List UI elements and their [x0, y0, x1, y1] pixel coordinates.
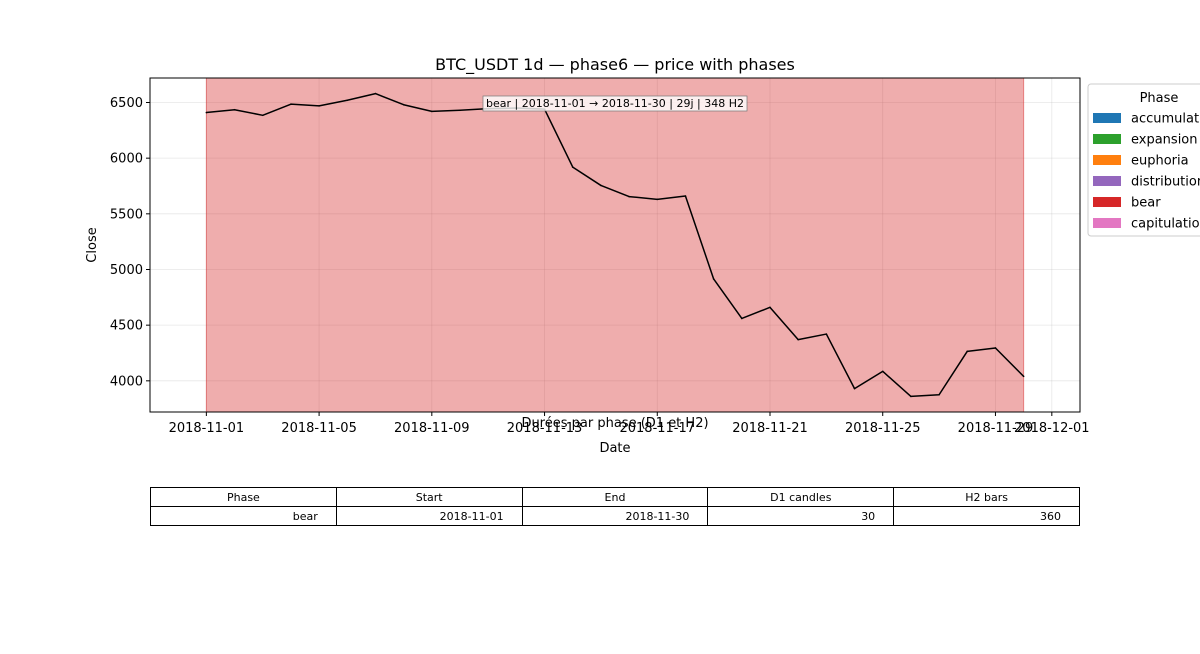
y-tick-label: 6500	[110, 96, 143, 111]
price-point	[290, 103, 292, 105]
phase-legend: Phase accumulation expansion euphoria distr…	[1087, 83, 1200, 237]
table-cell: 360	[893, 506, 1080, 526]
x-tick-label: 2018-12-01	[1014, 421, 1090, 436]
x-axis-ticks: 2018-11-01 2018-11-05 2018-11-09 2018-11-13…	[169, 412, 1090, 436]
y-tick-label: 5500	[110, 207, 143, 222]
y-axis-ticks: 4000 4500 5000 5500 6000 6500	[110, 96, 150, 389]
legend-label-euphoria: euphoria	[1131, 154, 1189, 169]
plot-frame	[149, 77, 1081, 413]
y-tick-label: 5000	[110, 263, 143, 278]
x-tick-label: 2018-11-29	[958, 421, 1034, 436]
table-header-cell: D1 candles	[707, 487, 895, 507]
legend-swatch-distribution	[1093, 176, 1121, 186]
table-header-cell: Start	[335, 487, 523, 507]
phase-annotation-label: bear | 2018-11-01 → 2018-11-30 | 29j | 3…	[486, 97, 744, 110]
table-cell: 2018-11-01	[335, 506, 523, 526]
x-tick-label: 2018-11-25	[845, 421, 921, 436]
legend-label-bear: bear	[1131, 196, 1161, 211]
price-point	[712, 278, 715, 280]
table-cell: 30	[707, 506, 895, 526]
price-point	[402, 103, 405, 106]
price-point	[769, 306, 771, 309]
table-header-cell: H2 bars	[893, 487, 1080, 507]
price-point	[628, 195, 630, 198]
price-point	[966, 350, 969, 353]
table-header-row: Phase Start End D1 candles H2 bars	[150, 487, 1080, 507]
table-cell: bear	[150, 506, 337, 526]
phase-spans	[205, 77, 1025, 413]
table-header-cell: End	[521, 487, 709, 507]
table-row: bear 2018-11-01 2018-11-30 30 360	[150, 506, 1080, 526]
price-point	[656, 198, 659, 201]
table-title: Durées par phase (D1 et H2)	[521, 416, 708, 431]
price-point	[994, 347, 997, 349]
price-point	[233, 108, 236, 111]
price-point	[881, 370, 884, 373]
legend-label-accumulation: accumulation	[1131, 112, 1200, 127]
price-point	[825, 333, 828, 335]
price-point	[374, 92, 377, 95]
phase-annotation-box	[482, 95, 748, 112]
y-tick-label: 4000	[110, 374, 143, 389]
phase-duration-table: Phase Start End D1 candles H2 bars bear 2018-…	[150, 487, 1080, 526]
phase-annotations: bear | 2018-11-01 → 2018-11-30 | 29j | 3…	[482, 95, 748, 112]
x-tick-label: 2018-11-09	[394, 421, 470, 436]
legend-label-capitulation: capitulation	[1131, 217, 1200, 232]
x-tick-label: 2018-11-21	[732, 421, 808, 436]
price-point	[431, 110, 433, 113]
price-line	[206, 92, 1025, 398]
price-point	[853, 387, 856, 390]
table-cell: 2018-11-30	[521, 506, 709, 526]
legend-swatch-expansion	[1093, 134, 1121, 144]
price-point	[571, 166, 574, 168]
legend-swatch-bear	[1093, 197, 1121, 207]
y-tick-label: 6000	[110, 152, 143, 167]
legend-swatch-euphoria	[1093, 155, 1121, 165]
x-tick-label: 2018-11-01	[169, 421, 245, 436]
x-tick-label: 2018-11-17	[619, 421, 695, 436]
legend-title: Phase	[1140, 91, 1179, 106]
price-point	[741, 317, 743, 320]
price-point	[318, 105, 320, 107]
legend-label-expansion: expansion	[1131, 133, 1198, 148]
price-point	[261, 114, 264, 117]
y-axis-label: Close	[85, 227, 100, 262]
price-point	[1022, 375, 1025, 378]
price-point	[600, 184, 602, 187]
chart-title: BTC_USDT 1d — phase6 — price with phases	[435, 55, 795, 75]
phase-span-bear	[205, 77, 1025, 413]
legend-swatch-capitulation	[1093, 218, 1121, 228]
price-point	[205, 111, 208, 114]
price-point	[684, 195, 687, 197]
legend-label-distribution: distribution	[1131, 175, 1200, 190]
x-axis-label: Date	[599, 441, 630, 456]
legend-swatch-accumulation	[1093, 113, 1121, 123]
y-tick-label: 4500	[110, 319, 143, 334]
price-point	[459, 109, 461, 112]
price-series	[205, 92, 1025, 398]
price-point	[346, 99, 349, 102]
price-point	[910, 395, 912, 398]
price-point	[797, 338, 799, 341]
x-tick-label: 2018-11-13	[507, 421, 583, 436]
price-point	[938, 393, 940, 396]
x-tick-label: 2018-11-05	[281, 421, 357, 436]
table-header-cell: Phase	[150, 487, 337, 507]
